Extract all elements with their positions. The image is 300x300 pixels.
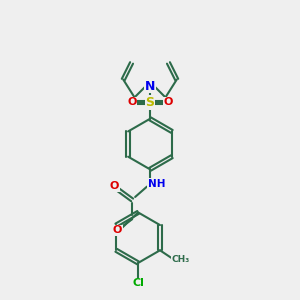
Text: O: O (128, 98, 137, 107)
Text: NH: NH (148, 178, 165, 189)
Text: CH₃: CH₃ (172, 255, 190, 264)
Text: S: S (146, 96, 154, 109)
Text: O: O (163, 98, 172, 107)
Text: O: O (110, 181, 119, 191)
Text: O: O (112, 225, 122, 235)
Text: Cl: Cl (132, 278, 144, 288)
Text: N: N (145, 80, 155, 93)
